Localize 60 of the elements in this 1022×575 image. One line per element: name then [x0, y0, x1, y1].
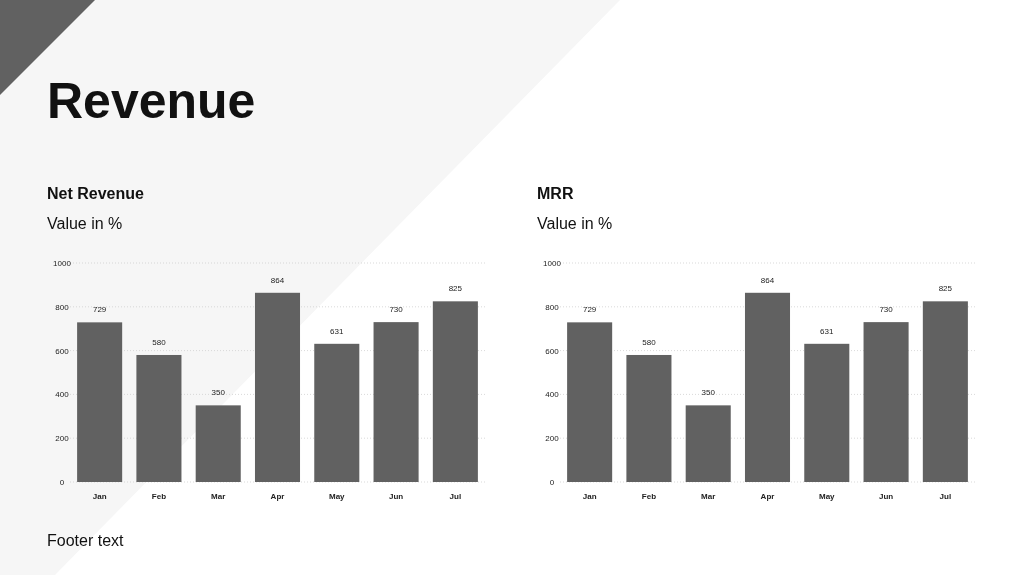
x-tick-label: Mar: [211, 492, 226, 501]
bar: [626, 354, 672, 482]
y-tick-label: 200: [55, 434, 70, 444]
y-tick-label: 800: [55, 302, 70, 312]
y-tick-label: 1000: [543, 259, 562, 268]
y-tick-label: 0: [59, 478, 65, 487]
y-tick-label: 600: [545, 346, 560, 356]
data-label: 825: [938, 284, 953, 294]
data-label: 580: [152, 337, 167, 347]
data-label: 825: [448, 284, 463, 294]
bar: [373, 322, 419, 482]
data-label: 631: [330, 326, 344, 336]
data-label: 864: [760, 275, 775, 285]
bar: [136, 354, 182, 482]
x-tick-label: Feb: [151, 492, 167, 501]
y-tick-label: 800: [545, 302, 560, 312]
x-tick-label: Apr: [760, 492, 775, 501]
data-label: 730: [389, 305, 404, 315]
x-tick-label: Jul: [939, 492, 952, 501]
bar: [314, 343, 360, 482]
data-label: 729: [92, 305, 107, 315]
chart-title: Net Revenue: [47, 185, 145, 202]
x-tick-label: Jun: [878, 492, 894, 501]
y-tick-label: 0: [549, 478, 555, 487]
y-tick-label: 1000: [53, 259, 72, 268]
chart-subtitle: Value in %: [47, 215, 123, 232]
bar: [77, 322, 123, 482]
y-tick-label: 600: [55, 346, 70, 356]
x-tick-label: Jan: [92, 492, 107, 501]
x-tick-label: May: [329, 492, 346, 501]
chart-subtitle: Value in %: [537, 215, 613, 232]
bar: [432, 301, 478, 482]
x-tick-label: Apr: [270, 492, 285, 501]
data-label: 631: [820, 326, 834, 336]
bar: [685, 405, 731, 482]
x-tick-label: Jun: [388, 492, 404, 501]
data-label: 580: [642, 337, 657, 347]
y-tick-label: 400: [545, 390, 560, 400]
y-tick-label: 200: [545, 434, 560, 444]
bar: [863, 322, 909, 482]
bar: [254, 292, 301, 482]
x-tick-label: Jan: [582, 492, 597, 501]
bar: [804, 343, 850, 482]
chart-title: MRR: [537, 185, 574, 202]
bar: [922, 301, 968, 482]
x-tick-label: Jul: [449, 492, 462, 501]
data-label: 350: [211, 388, 226, 398]
data-label: 864: [270, 275, 285, 285]
bar: [567, 322, 613, 482]
x-tick-label: Mar: [701, 492, 716, 501]
data-label: 730: [879, 305, 894, 315]
data-label: 729: [582, 305, 597, 315]
text: Revenue: [47, 73, 256, 129]
data-label: 350: [701, 388, 716, 398]
text: Footer text: [47, 532, 125, 549]
x-tick-label: May: [819, 492, 836, 501]
x-tick-label: Feb: [641, 492, 657, 501]
y-tick-label: 400: [55, 390, 70, 400]
bar: [195, 405, 241, 482]
bar: [744, 292, 791, 482]
